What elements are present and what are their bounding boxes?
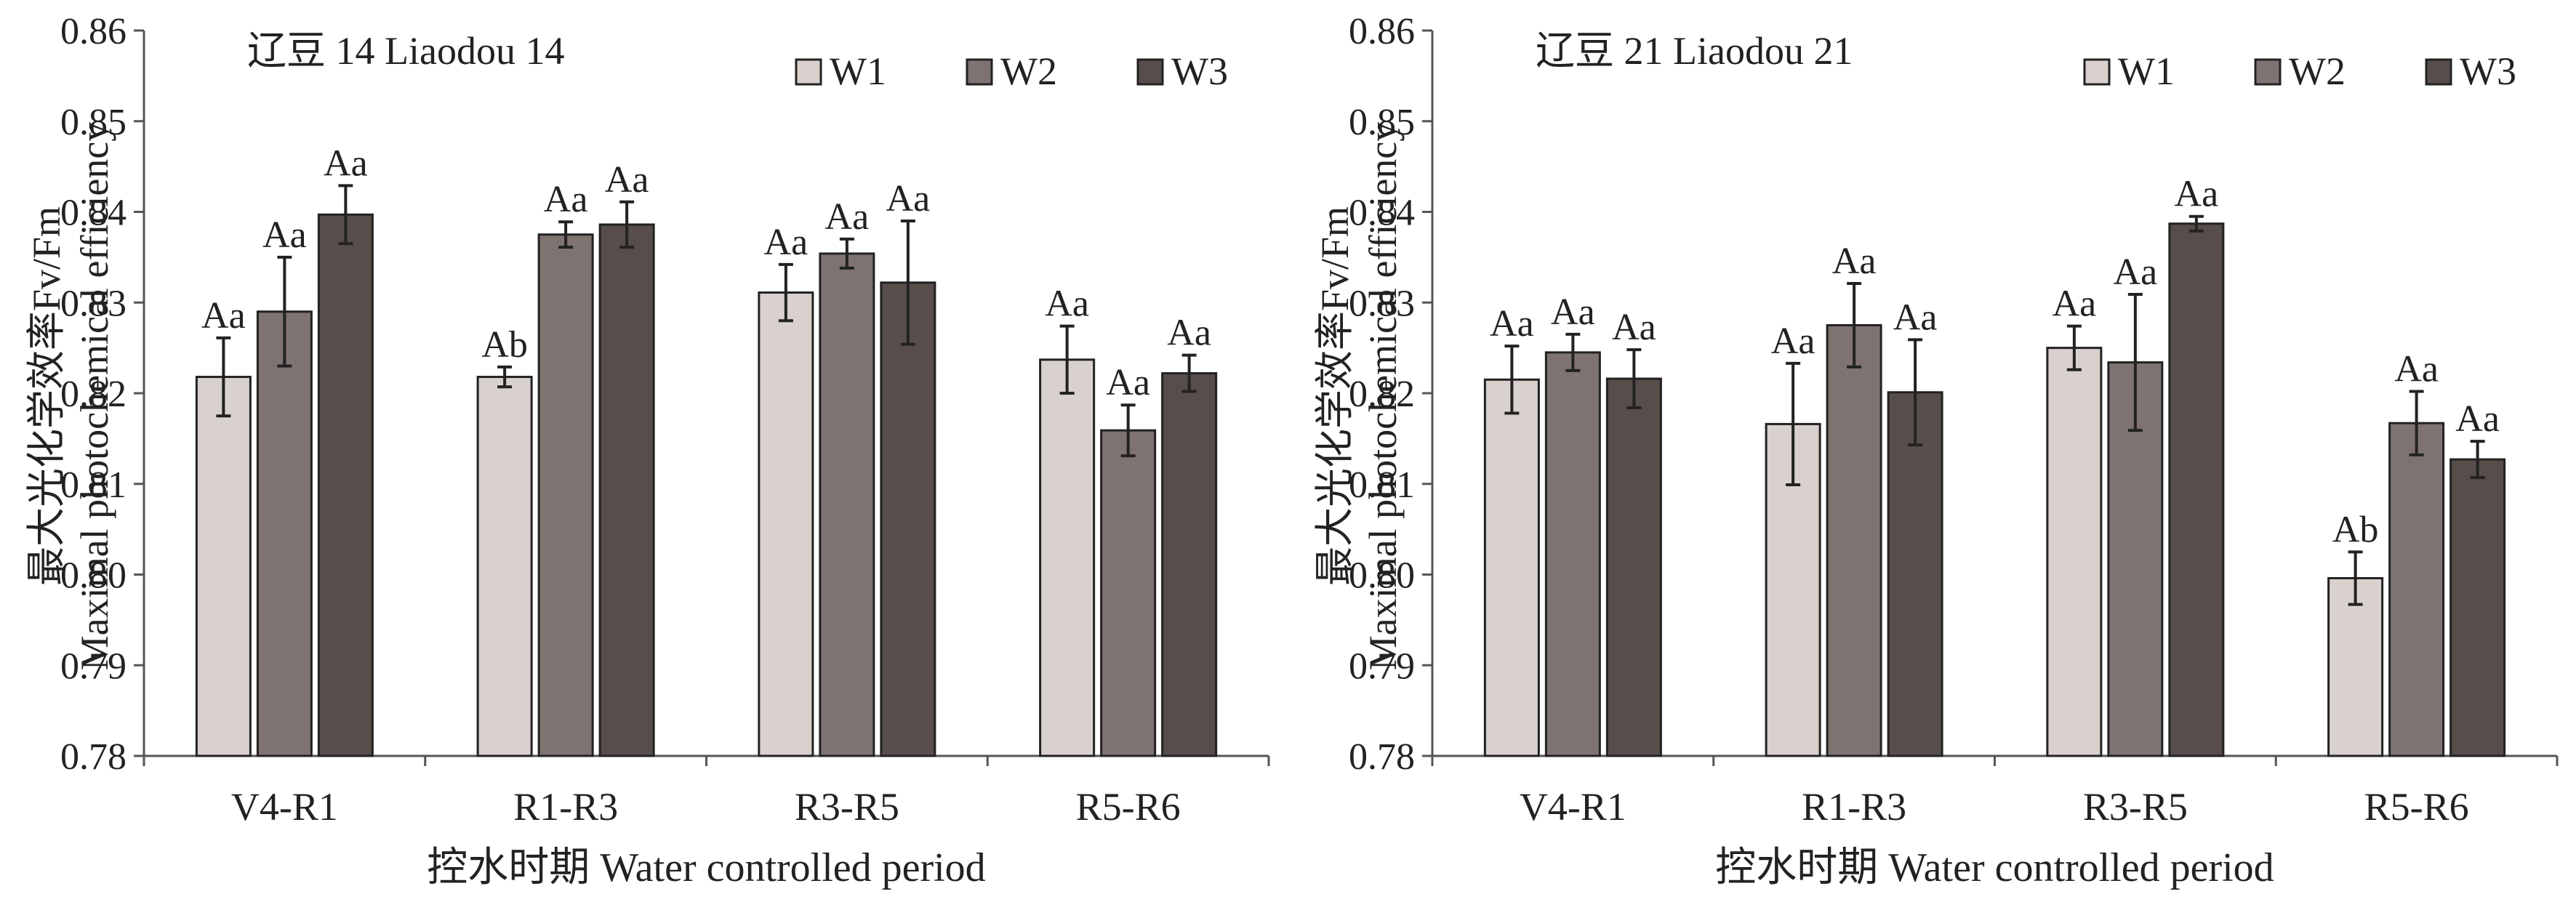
legend-label-w1: W1 <box>2118 49 2175 93</box>
x-axis-label: 控水时期 Water controlled period <box>427 845 985 890</box>
y-tick-label: 0.80 <box>1349 555 1415 597</box>
x-tick-label: R1-R3 <box>513 785 618 829</box>
significance-label: Aa <box>1832 241 1877 282</box>
bar-w3 <box>2449 458 2506 757</box>
y-tick-label: 0.86 <box>60 11 127 52</box>
bar-w3 <box>1605 377 1662 757</box>
legend-swatch-w2 <box>2254 58 2282 86</box>
chart-title: 辽豆 14 Liaodou 14 <box>247 29 564 73</box>
significance-label: Aa <box>262 214 307 256</box>
bar-w2 <box>1544 351 1601 757</box>
significance-label: Aa <box>1106 362 1150 403</box>
bar-w2 <box>2388 422 2445 757</box>
significance-label: Aa <box>2175 174 2219 215</box>
significance-label: Aa <box>1167 313 1211 354</box>
y-tick-label: 0.80 <box>60 555 127 597</box>
significance-label: Ab <box>2332 509 2379 550</box>
significance-label: Aa <box>1045 283 1089 325</box>
legend-label-w2: W2 <box>2289 49 2346 93</box>
legend-swatch-w2 <box>966 58 993 86</box>
x-tick-label: R3-R5 <box>795 785 899 829</box>
chart-svg: 0.78 0.79 0.80 0.81 0.82 0.83 0.84 0.85 0.86 Aa Aa… <box>1313 11 2559 890</box>
chart-panel-liaodou-21: 0.78 0.79 0.80 0.81 0.82 0.83 0.84 0.85 0.86 Aa Aa… <box>1288 0 2576 910</box>
x-tick-label: R5-R6 <box>1076 785 1181 829</box>
significance-label: Aa <box>2455 398 2500 440</box>
bar-w2 <box>537 233 594 757</box>
y-axis-label-en: Maximal photochemical efficiency <box>1361 122 1405 671</box>
legend-label-w3: W3 <box>2460 49 2516 93</box>
x-tick-label: R1-R3 <box>1802 785 1906 829</box>
bar-w3 <box>598 223 655 757</box>
y-axis-label-en: Maximal photochemical efficiency <box>73 122 116 671</box>
bar-w1 <box>1483 378 1540 757</box>
bar-w1 <box>476 376 533 757</box>
legend-swatch-w1 <box>2083 58 2111 86</box>
bar-w2 <box>256 310 313 757</box>
significance-label: Aa <box>764 222 808 263</box>
y-tick-label: 0.79 <box>60 645 127 687</box>
significance-label: Aa <box>1551 291 1595 333</box>
y-tick-label: 0.82 <box>1349 374 1415 415</box>
y-tick-label: 0.82 <box>60 374 127 415</box>
bar-w3 <box>317 213 374 757</box>
y-tick-label: 0.81 <box>60 464 127 506</box>
chart-title: 辽豆 21 Liaodou 21 <box>1536 29 1853 73</box>
legend-label-w3: W3 <box>1171 49 1228 93</box>
y-tick-label: 0.83 <box>60 283 127 324</box>
chart-panel-liaodou-14: 0.78 0.79 0.80 0.81 0.82 0.83 0.84 0.85 0.86 Aa Aa… <box>25 11 1270 890</box>
y-tick-label: 0.78 <box>1349 736 1415 778</box>
significance-label: Aa <box>324 142 368 184</box>
legend-swatch-w3 <box>1136 58 1164 86</box>
bar-w2 <box>819 252 875 757</box>
bar-w3 <box>880 281 936 757</box>
significance-label: Aa <box>1612 307 1656 348</box>
x-tick-label: V4-R1 <box>231 785 338 829</box>
y-tick-label: 0.85 <box>1349 102 1415 143</box>
significance-label: Aa <box>544 179 588 220</box>
x-tick-label: R5-R6 <box>2364 785 2469 829</box>
significance-label: Aa <box>2053 283 2097 325</box>
legend-label-w2: W2 <box>1000 49 1057 93</box>
bar-w3 <box>1887 391 1943 757</box>
bar-w2 <box>1100 429 1157 757</box>
significance-label: Aa <box>1893 297 1938 338</box>
y-tick-label: 0.81 <box>1349 464 1415 506</box>
significance-label: Aa <box>605 159 649 201</box>
x-axis-label: 控水时期 Water controlled period <box>1715 845 2274 890</box>
chart-svg: 0.78 0.79 0.80 0.81 0.82 0.83 0.84 0.85 0.86 Aa Aa… <box>25 11 1270 890</box>
bar-w2 <box>1826 323 1882 757</box>
y-tick-label: 0.84 <box>60 193 127 234</box>
significance-label: Ab <box>481 324 528 366</box>
legend-label-w1: W1 <box>830 49 886 93</box>
significance-label: Aa <box>1490 303 1534 345</box>
bar-w1 <box>1039 358 1096 757</box>
significance-label: Aa <box>201 295 246 337</box>
y-tick-label: 0.84 <box>1349 193 1415 234</box>
y-tick-label: 0.85 <box>60 102 127 143</box>
legend-swatch-w3 <box>2425 58 2452 86</box>
bar-w3 <box>2168 222 2225 757</box>
y-axis-label-cn: 最大光化学效率Fv/Fm <box>25 206 68 586</box>
bar-w3 <box>1161 372 1218 757</box>
significance-label: Aa <box>2394 349 2439 390</box>
x-tick-label: V4-R1 <box>1520 785 1626 829</box>
bar-w1 <box>2046 347 2103 757</box>
significance-label: Aa <box>886 178 931 220</box>
x-tick-label: R3-R5 <box>2083 785 2188 829</box>
legend-swatch-w1 <box>795 58 822 86</box>
y-tick-label: 0.78 <box>60 736 127 778</box>
significance-label: Aa <box>1771 321 1815 362</box>
y-tick-label: 0.86 <box>1349 11 1415 52</box>
bar-w1 <box>758 291 814 757</box>
y-tick-label: 0.83 <box>1349 283 1415 324</box>
y-axis-label-cn: 最大光化学效率Fv/Fm <box>1313 206 1357 586</box>
bar-w1 <box>195 376 252 757</box>
significance-label: Aa <box>825 196 870 238</box>
significance-label: Aa <box>2114 251 2158 293</box>
y-tick-label: 0.79 <box>1349 645 1415 687</box>
